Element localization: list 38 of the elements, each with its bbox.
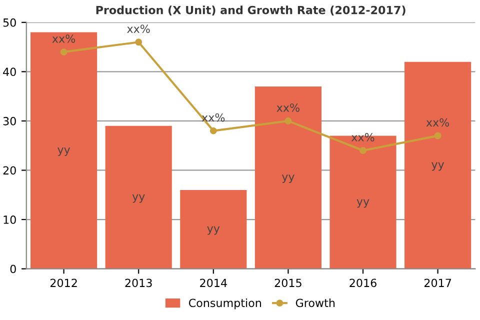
point bbox=[210, 127, 217, 134]
x-tick-label: 2017 bbox=[424, 278, 451, 288]
x-tick-label: 2016 bbox=[350, 278, 376, 288]
x-tick-label: 2012 bbox=[50, 278, 77, 288]
data-label: xx% bbox=[351, 133, 374, 142]
bar bbox=[404, 62, 472, 269]
data-label: yy bbox=[58, 148, 70, 156]
point bbox=[284, 117, 292, 124]
y-tick-label: 10 bbox=[4, 215, 16, 224]
y-tick-label: 30 bbox=[3, 116, 16, 126]
y-tick-label: 50 bbox=[3, 18, 16, 27]
bar bbox=[105, 126, 172, 269]
x-tick-label: 2013 bbox=[125, 278, 152, 288]
bar bbox=[254, 86, 322, 269]
y-tick-label: 0 bbox=[10, 264, 16, 274]
bar bbox=[30, 32, 98, 269]
data-label: yy bbox=[356, 199, 370, 208]
data-label: xx% bbox=[127, 24, 150, 34]
legend-label: Growth bbox=[296, 298, 335, 308]
point bbox=[60, 48, 68, 56]
x-tick-label: 2014 bbox=[200, 278, 227, 288]
data-label: xx% bbox=[52, 34, 76, 43]
point bbox=[434, 132, 442, 140]
data-label: xx% bbox=[426, 118, 450, 127]
chart-title: Production (X Unit) and Growth Rate (2012-2017) bbox=[96, 6, 406, 16]
y-tick-label: 20 bbox=[3, 166, 16, 175]
x-tick-label: 2015 bbox=[274, 278, 302, 288]
bar bbox=[180, 190, 247, 269]
data-label: xx% bbox=[202, 113, 225, 122]
data-label: yy bbox=[282, 174, 294, 184]
data-label: yy bbox=[432, 162, 444, 171]
point bbox=[360, 147, 366, 154]
legend-label: Consumption bbox=[188, 298, 261, 310]
point bbox=[135, 38, 142, 46]
data-label: yy bbox=[207, 226, 220, 235]
data-label: xx% bbox=[276, 103, 300, 112]
data-label: yy bbox=[132, 194, 145, 203]
y-tick-label: 40 bbox=[3, 68, 16, 76]
